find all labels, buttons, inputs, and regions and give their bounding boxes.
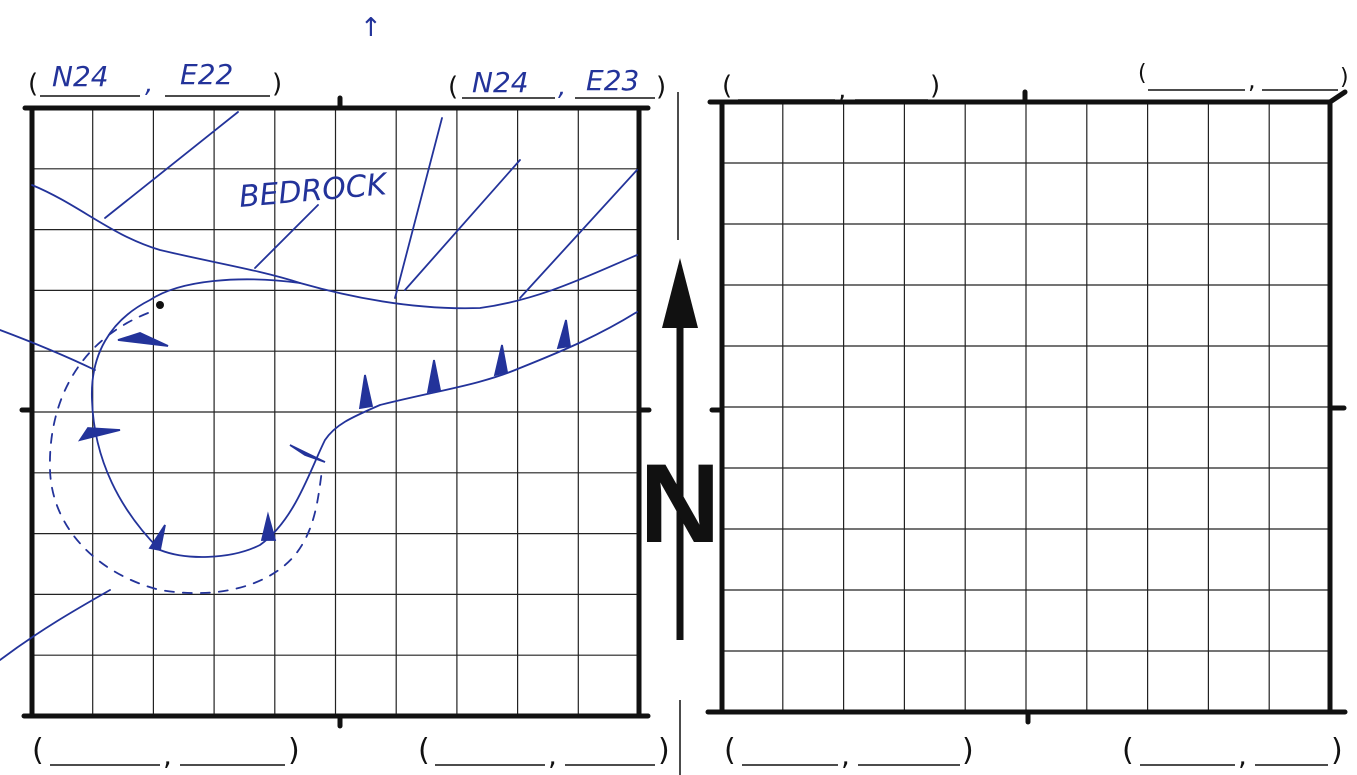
svg-text:E22: E22 (180, 58, 233, 91)
svg-text:(: ( (1122, 733, 1134, 768)
right-bottom-right-coordinate: ( , ) (1122, 733, 1343, 772)
svg-text:,: , (548, 739, 557, 772)
svg-text:E23: E23 (586, 64, 639, 97)
svg-text:,: , (841, 739, 850, 772)
left-top-right-coordinate: ( N24 , E23 ) (448, 64, 666, 102)
svg-text:): ) (288, 733, 300, 768)
svg-text:(: ( (448, 72, 458, 102)
svg-text:): ) (656, 72, 666, 102)
svg-text:): ) (930, 71, 940, 101)
svg-text:,: , (838, 75, 846, 105)
top-arrow-mark: ↑ (360, 13, 382, 43)
pit-base-dashed (49, 312, 323, 594)
pit-outline (91, 278, 638, 558)
svg-text:,: , (163, 739, 172, 772)
svg-text:(: ( (32, 733, 44, 768)
bedrock-label: BEDROCK (238, 167, 391, 215)
svg-text:N24: N24 (52, 60, 109, 93)
svg-text:(: ( (724, 733, 736, 768)
feature-drawing (0, 111, 638, 661)
svg-text:): ) (1331, 733, 1343, 768)
svg-text:(: ( (28, 69, 38, 99)
north-label: N (640, 441, 721, 566)
svg-text:,: , (1238, 739, 1247, 772)
right-top-right-coordinate: ( , ) (1138, 61, 1349, 94)
right-bottom-left-coordinate: ( , ) (724, 733, 974, 772)
svg-text:(: ( (418, 733, 430, 768)
left-top-left-coordinate: ( N24 , E22 ) (28, 58, 282, 99)
svg-text:): ) (962, 733, 974, 768)
north-arrow-head (662, 258, 698, 328)
right-top-left-coordinate: ( , ) (722, 71, 940, 105)
north-arrow: N (640, 92, 721, 775)
svg-text:): ) (272, 69, 282, 99)
svg-text:(: ( (1138, 61, 1147, 86)
svg-text:,: , (558, 72, 566, 102)
svg-text:): ) (1340, 65, 1349, 90)
svg-text:(: ( (722, 71, 732, 101)
left-grid-plan: BEDROCK ( N24 , E22 ) ( N24 , E23 ) ( , … (0, 58, 670, 772)
svg-text:): ) (658, 733, 670, 768)
svg-text:,: , (145, 69, 153, 99)
right-grid-plan: ( , ) ( , ) ( , ) ( , ) (705, 61, 1349, 772)
svg-text:,: , (1248, 66, 1256, 94)
left-bottom-right-coordinate: ( , ) (418, 733, 670, 772)
svg-text:N24: N24 (472, 66, 529, 99)
left-bottom-left-coordinate: ( , ) (32, 733, 300, 772)
